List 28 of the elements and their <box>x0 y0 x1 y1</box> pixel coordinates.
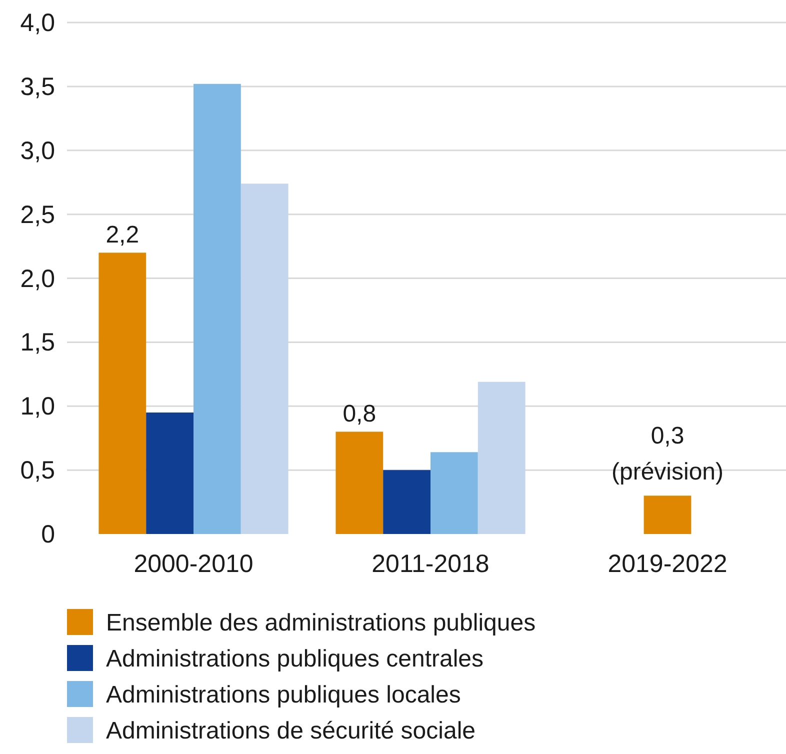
bar <box>146 412 194 534</box>
data-label: 0,3 <box>650 422 684 450</box>
bar <box>430 452 478 534</box>
data-label: 2,2 <box>106 222 140 249</box>
y-tick-label: 0,5 <box>20 456 55 485</box>
bar <box>383 470 430 534</box>
x-tick-label: 2000-2010 <box>134 550 254 578</box>
legend-label: Ensemble des administrations publiques <box>106 610 536 636</box>
y-tick-label: 2,0 <box>20 264 55 293</box>
y-tick-label: 2,5 <box>20 200 55 229</box>
data-label: 0,8 <box>342 400 376 428</box>
bar <box>98 252 146 534</box>
x-tick-label: 2019-2022 <box>608 550 728 578</box>
legend-label: Administrations publiques locales <box>106 682 461 708</box>
x-tick-label: 2011-2018 <box>372 550 490 578</box>
y-tick-label: 4,0 <box>20 9 55 37</box>
bar <box>478 382 526 534</box>
y-tick-label: 3,0 <box>20 136 55 165</box>
y-tick-label: 3,5 <box>20 72 55 101</box>
annotation: (prévision) <box>611 458 724 486</box>
y-tick-label: 1,0 <box>20 392 55 421</box>
legend-label: Administrations de sécurité sociale <box>106 718 476 744</box>
bar <box>336 432 384 534</box>
bar <box>240 184 288 534</box>
bar <box>194 84 241 534</box>
y-tick-label: 0 <box>41 520 55 548</box>
legend-label: Administrations publiques centrales <box>106 646 484 672</box>
y-tick-label: 1,5 <box>20 328 55 357</box>
